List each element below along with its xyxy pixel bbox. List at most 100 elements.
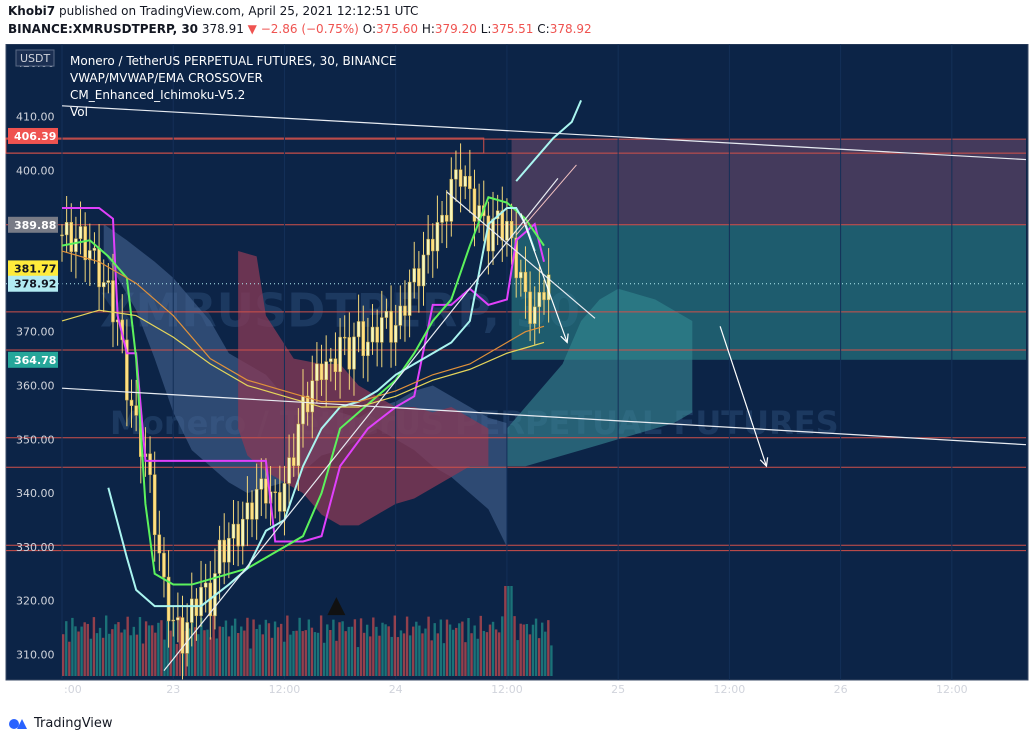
candle-body <box>241 518 245 547</box>
candle-body <box>217 539 222 574</box>
publisher-name[interactable]: Khobi7 <box>8 4 56 18</box>
volume-bar <box>396 637 400 676</box>
volume-bar <box>537 638 541 676</box>
volume-bar <box>332 619 335 676</box>
trendline-1 <box>61 387 1027 446</box>
volume-bar <box>276 627 280 676</box>
candle-body <box>287 457 291 484</box>
volume-bar <box>233 618 237 676</box>
volume-bar <box>365 624 369 676</box>
volume-bar <box>243 630 246 676</box>
volume-bar <box>200 617 203 676</box>
tradingview-brand[interactable]: TradingView <box>34 716 113 731</box>
volume-bar <box>197 634 200 676</box>
volume-bar <box>141 643 145 676</box>
volume-bar <box>194 627 197 676</box>
projection-arrow-0 <box>520 213 568 343</box>
volume-bar <box>221 626 225 676</box>
candle-body <box>111 280 115 323</box>
candle-body <box>296 423 301 466</box>
candle-body <box>440 214 444 223</box>
legend-indicator-2: CM_Enhanced_Ichimoku-V5.2 <box>70 88 245 102</box>
volume-bar <box>482 630 486 676</box>
volume-bar <box>424 628 427 676</box>
candle-body <box>273 491 277 494</box>
volume-bar <box>215 638 218 676</box>
candle-body <box>259 478 264 490</box>
volume-bar <box>132 626 136 676</box>
volume-bar <box>114 624 117 676</box>
volume-bar <box>531 624 535 676</box>
volume-bar <box>240 626 243 676</box>
volume-bar <box>547 620 550 676</box>
candle-body <box>134 405 138 416</box>
volume-bar <box>246 617 249 676</box>
candle-body <box>366 341 370 356</box>
volume-bar <box>203 630 206 676</box>
price-tag-box <box>8 216 58 233</box>
candle-body <box>393 325 398 343</box>
candle-body <box>472 188 477 222</box>
y-tick-label: 360.00 <box>16 380 55 393</box>
candle-body <box>194 598 199 617</box>
volume-bar <box>252 619 255 676</box>
candle-body <box>231 523 236 539</box>
candle-body <box>528 291 532 324</box>
candle-body <box>83 226 87 261</box>
volume-bar <box>387 626 390 676</box>
volume-bar <box>126 616 129 676</box>
candle-body <box>532 306 537 324</box>
candle-body <box>542 292 546 301</box>
publish-header: Khobi7 published on TradingView.com, Apr… <box>0 0 1034 42</box>
candle-body <box>88 250 92 261</box>
projection-arrowhead-1 <box>759 457 769 468</box>
candle-body <box>421 254 426 287</box>
volume-bar <box>393 615 397 676</box>
volume-bar <box>258 624 261 676</box>
volume-bar <box>491 621 495 676</box>
volume-bar <box>362 632 366 676</box>
volume-bar <box>157 622 160 676</box>
volume-bar <box>427 616 430 676</box>
x-tick-label: 12:00 <box>491 683 523 696</box>
candle-body <box>106 280 111 283</box>
volume-bar <box>111 629 114 676</box>
y-tick-label: 310.00 <box>16 648 55 661</box>
candle-body <box>329 358 333 362</box>
volume-bar <box>399 630 403 676</box>
volume-bar <box>163 639 166 676</box>
candle-body <box>264 478 268 504</box>
volume-bar <box>187 628 191 676</box>
volume-bar <box>304 630 307 676</box>
volume-bar <box>71 617 74 676</box>
open-value: 375.60 <box>375 22 418 36</box>
volume-bar <box>237 633 240 676</box>
symbol-label: BINANCE:XMRUSDTPERP, 30 <box>8 22 199 36</box>
volume-bar <box>525 623 529 676</box>
price-tag-box <box>8 275 58 292</box>
candle-body <box>190 598 194 623</box>
candle-body <box>342 336 347 339</box>
x-tick-label: 23 <box>166 683 180 696</box>
volume-bar <box>442 643 446 676</box>
candle-body <box>64 222 69 236</box>
publisher-line: Khobi7 published on TradingView.com, Apr… <box>8 4 418 18</box>
candle-body <box>491 218 495 252</box>
tenkan-line <box>62 207 545 543</box>
candle-body <box>92 247 97 251</box>
volume-bar <box>212 615 215 676</box>
volume-bar <box>473 625 476 676</box>
close-label: C: <box>537 22 550 36</box>
candle-body <box>227 538 231 563</box>
volume-bar <box>178 616 182 676</box>
x-tick-label: 12:00 <box>714 683 746 696</box>
candle-body <box>338 336 342 373</box>
x-tick-label: 24 <box>389 683 403 696</box>
x-tick-label: :00 <box>64 683 82 696</box>
tradingview-logo-icon[interactable] <box>8 716 28 732</box>
candle-body <box>301 395 305 425</box>
candle-body <box>519 271 523 279</box>
price-tag-label: 381.77 <box>14 262 56 275</box>
